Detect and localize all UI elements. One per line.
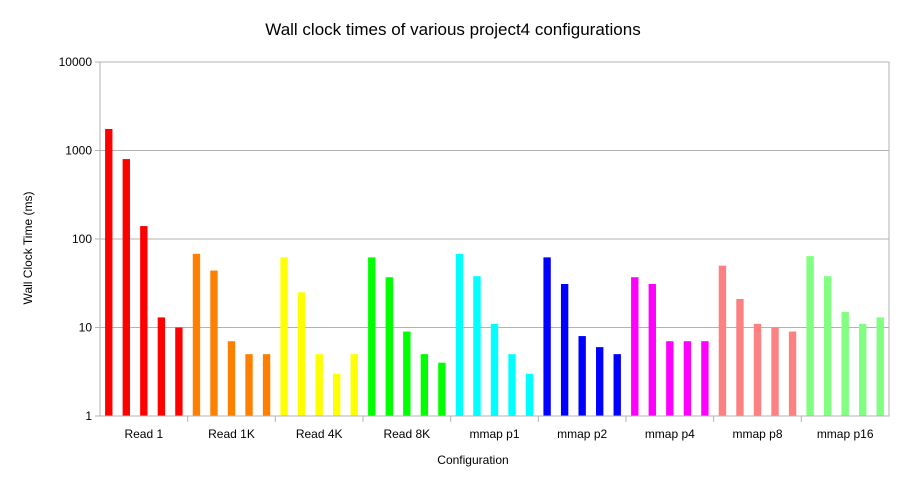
- bar: [560, 284, 569, 416]
- bar: [438, 362, 446, 416]
- bar: [122, 159, 130, 416]
- bar: [806, 256, 814, 416]
- x-category-label: mmap p2: [557, 427, 607, 441]
- bar: [227, 341, 236, 416]
- x-category-label: Read 4K: [296, 427, 343, 441]
- bar: [859, 323, 867, 416]
- bar: [490, 323, 499, 416]
- y-tick-label: 100: [72, 232, 92, 246]
- bar: [753, 323, 762, 416]
- x-category-label: mmap p1: [469, 427, 519, 441]
- y-tick-label: 10: [79, 321, 93, 335]
- bar: [648, 284, 656, 416]
- bar: [105, 128, 113, 416]
- x-category-label: mmap p8: [732, 427, 782, 441]
- bar: [140, 226, 148, 416]
- bar: [473, 276, 481, 416]
- y-tick-label: 1000: [65, 144, 92, 158]
- chart-title: Wall clock times of various project4 con…: [265, 20, 640, 39]
- x-category-label: mmap p4: [645, 427, 695, 441]
- bar: [823, 276, 832, 416]
- bar: [508, 354, 516, 416]
- bar: [683, 341, 692, 416]
- x-category-label: Read 8K: [383, 427, 430, 441]
- bar: [701, 341, 709, 416]
- bar: [245, 354, 253, 416]
- bars: [105, 128, 884, 416]
- bar: [262, 354, 271, 416]
- plot-frame: [99, 61, 890, 417]
- bar: [315, 354, 323, 416]
- x-category-label: mmap p16: [817, 427, 874, 441]
- bar: [876, 317, 884, 416]
- y-tick-label: 1: [85, 409, 92, 423]
- bar: [175, 327, 183, 416]
- bar: [596, 347, 604, 416]
- bar: [736, 298, 744, 416]
- bar: [455, 253, 464, 416]
- y-axis-label: Wall Clock Time (ms): [21, 192, 35, 305]
- bar: [718, 265, 727, 416]
- y-tick-label: 10000: [59, 55, 93, 69]
- bar: [333, 373, 341, 416]
- x-category-label: Read 1: [124, 427, 163, 441]
- x-category-label: Read 1K: [208, 427, 255, 441]
- bar: [157, 317, 166, 416]
- bar: [385, 277, 393, 416]
- bar: [771, 327, 779, 416]
- bar: [666, 341, 674, 416]
- bar: [192, 253, 201, 416]
- bar: [403, 331, 411, 416]
- bar: [578, 336, 586, 416]
- bar: [420, 354, 429, 416]
- x-category-labels: Read 1 Read 1K Read 4K Read 8K mmap p1 mmap p…: [124, 427, 873, 441]
- bar: [543, 257, 551, 416]
- bar: [280, 257, 288, 416]
- bar: [788, 331, 797, 416]
- axes: [95, 61, 890, 422]
- grid-lines: [100, 61, 889, 328]
- bar: [210, 270, 218, 416]
- bar: [350, 354, 358, 416]
- bar: [841, 311, 849, 416]
- x-axis-label: Configuration: [437, 453, 508, 467]
- bar: [613, 354, 621, 416]
- bar: [368, 257, 376, 416]
- bar: [297, 292, 306, 416]
- y-tick-labels: 1 10 100 1000 10000: [59, 55, 93, 423]
- bar: [525, 373, 534, 416]
- bar: [631, 277, 639, 416]
